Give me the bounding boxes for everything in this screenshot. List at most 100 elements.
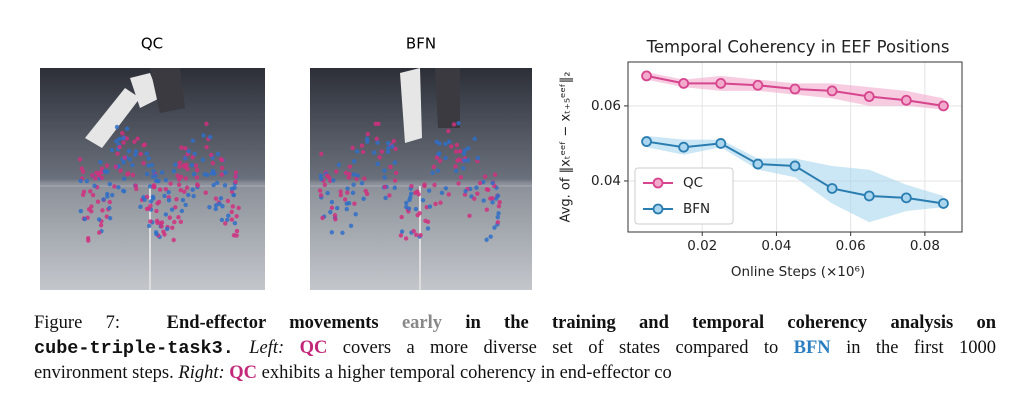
trajectory-dot [415,189,420,194]
trajectory-dot [425,219,431,225]
trajectory-dot [326,175,332,180]
data-point [641,70,652,82]
trajectory-dot [420,197,426,203]
trajectory-dot [398,233,404,238]
x-axis-label: Online Steps (×10⁶) [731,264,865,280]
trajectory-dot [475,191,480,196]
panel-title: QC [141,35,163,53]
trajectory-dot [133,152,138,158]
trajectory-dot [453,168,459,174]
caption-bold: End-effector movements [166,313,379,333]
trajectory-dot [393,146,398,152]
trajectory-dot [430,170,435,176]
trajectory-dot [148,199,154,204]
trajectory-dot [409,183,414,189]
trajectory-dot [168,181,173,186]
trajectory-dot [154,178,159,183]
trajectory-dot [121,135,126,141]
trajectory-dot [374,136,379,141]
trajectory-dot [89,209,94,214]
trajectory-dot [456,181,461,186]
trajectory-dot [133,149,139,154]
trajectory-dot [443,186,449,191]
trajectory-dot [124,136,130,141]
method-name: QC [229,363,258,383]
trajectory-dot [404,200,409,206]
trajectory-dot [151,196,156,201]
trajectory-dot [376,121,381,126]
trajectory-dot [488,196,493,201]
trajectory-dot [223,170,228,175]
trajectory-dot [449,144,454,149]
image-background [40,68,265,290]
trajectory-dot [438,200,443,205]
trajectory-dot [451,122,457,127]
trajectory-dot [218,157,224,162]
trajectory-dot [166,198,172,203]
trajectory-dot [101,197,106,202]
trajectory-dot [165,226,170,232]
trajectory-dot [120,130,125,136]
data-point [789,83,801,95]
trajectory-dot [413,206,419,212]
trajectory-dot [399,214,404,220]
trajectory-dot [154,232,159,237]
trajectory-dot [177,160,183,165]
trajectory-dot [192,151,197,157]
trajectory-dot [413,232,419,237]
trajectory-dot [484,187,490,192]
trajectory-dot [457,149,463,154]
trajectory-dot [122,155,127,160]
trajectory-dot [163,187,169,192]
caption-text: exhibits a higher temporal coherency in … [261,363,672,383]
trajectory-dot [100,208,105,213]
caption-italic: Left: [249,338,285,358]
data-point [900,192,912,204]
trajectory-dot [347,171,352,177]
data-point [863,91,875,102]
data-point [826,183,838,194]
trajectory-dot [141,160,146,166]
task-name: cube-triple-task3. [34,338,234,359]
trajectory-dot [484,207,490,212]
trajectory-dot [490,180,495,186]
trajectory-dot [492,225,497,230]
trajectory-dot [345,186,350,191]
trajectory-dot [117,136,122,142]
trajectory-dot [220,204,225,209]
trajectory-dot [490,200,495,205]
trajectory-dot [90,192,96,198]
trajectory-dot [204,121,209,126]
trajectory-dot [385,149,391,154]
trajectory-dot [214,180,220,186]
figure-label: Figure 7: [34,313,120,333]
trajectory-dot [408,195,413,200]
trajectory-dot [229,209,234,215]
trajectory-dot [463,189,468,194]
trajectory-dot [176,177,182,182]
caption-text: environment steps. [34,363,174,383]
trajectory-dot [345,190,350,195]
trajectory-dot [104,214,109,219]
trajectory-dot [210,168,216,174]
trajectory-dot [153,173,158,178]
trajectory-dot [404,204,409,210]
trajectory-dot [492,172,498,177]
trajectory-dot [350,145,355,151]
trajectory-dot [159,170,165,175]
trajectory-dot [175,173,180,178]
trajectory-dot [151,169,156,174]
y-tick-label: 0.06 [591,98,621,114]
trajectory-dot [146,156,151,161]
trajectory-dot [162,193,167,199]
trajectory-dot [207,204,212,210]
trajectory-dot [178,219,184,224]
trajectory-dot [213,203,219,208]
trajectory-dot [340,230,345,236]
trajectory-dot [208,134,213,140]
trajectory-dot [495,220,501,225]
trajectory-dot [190,138,196,143]
caption: Figure 7: End-effector movements early i… [34,311,996,386]
trajectory-dot [351,159,357,164]
